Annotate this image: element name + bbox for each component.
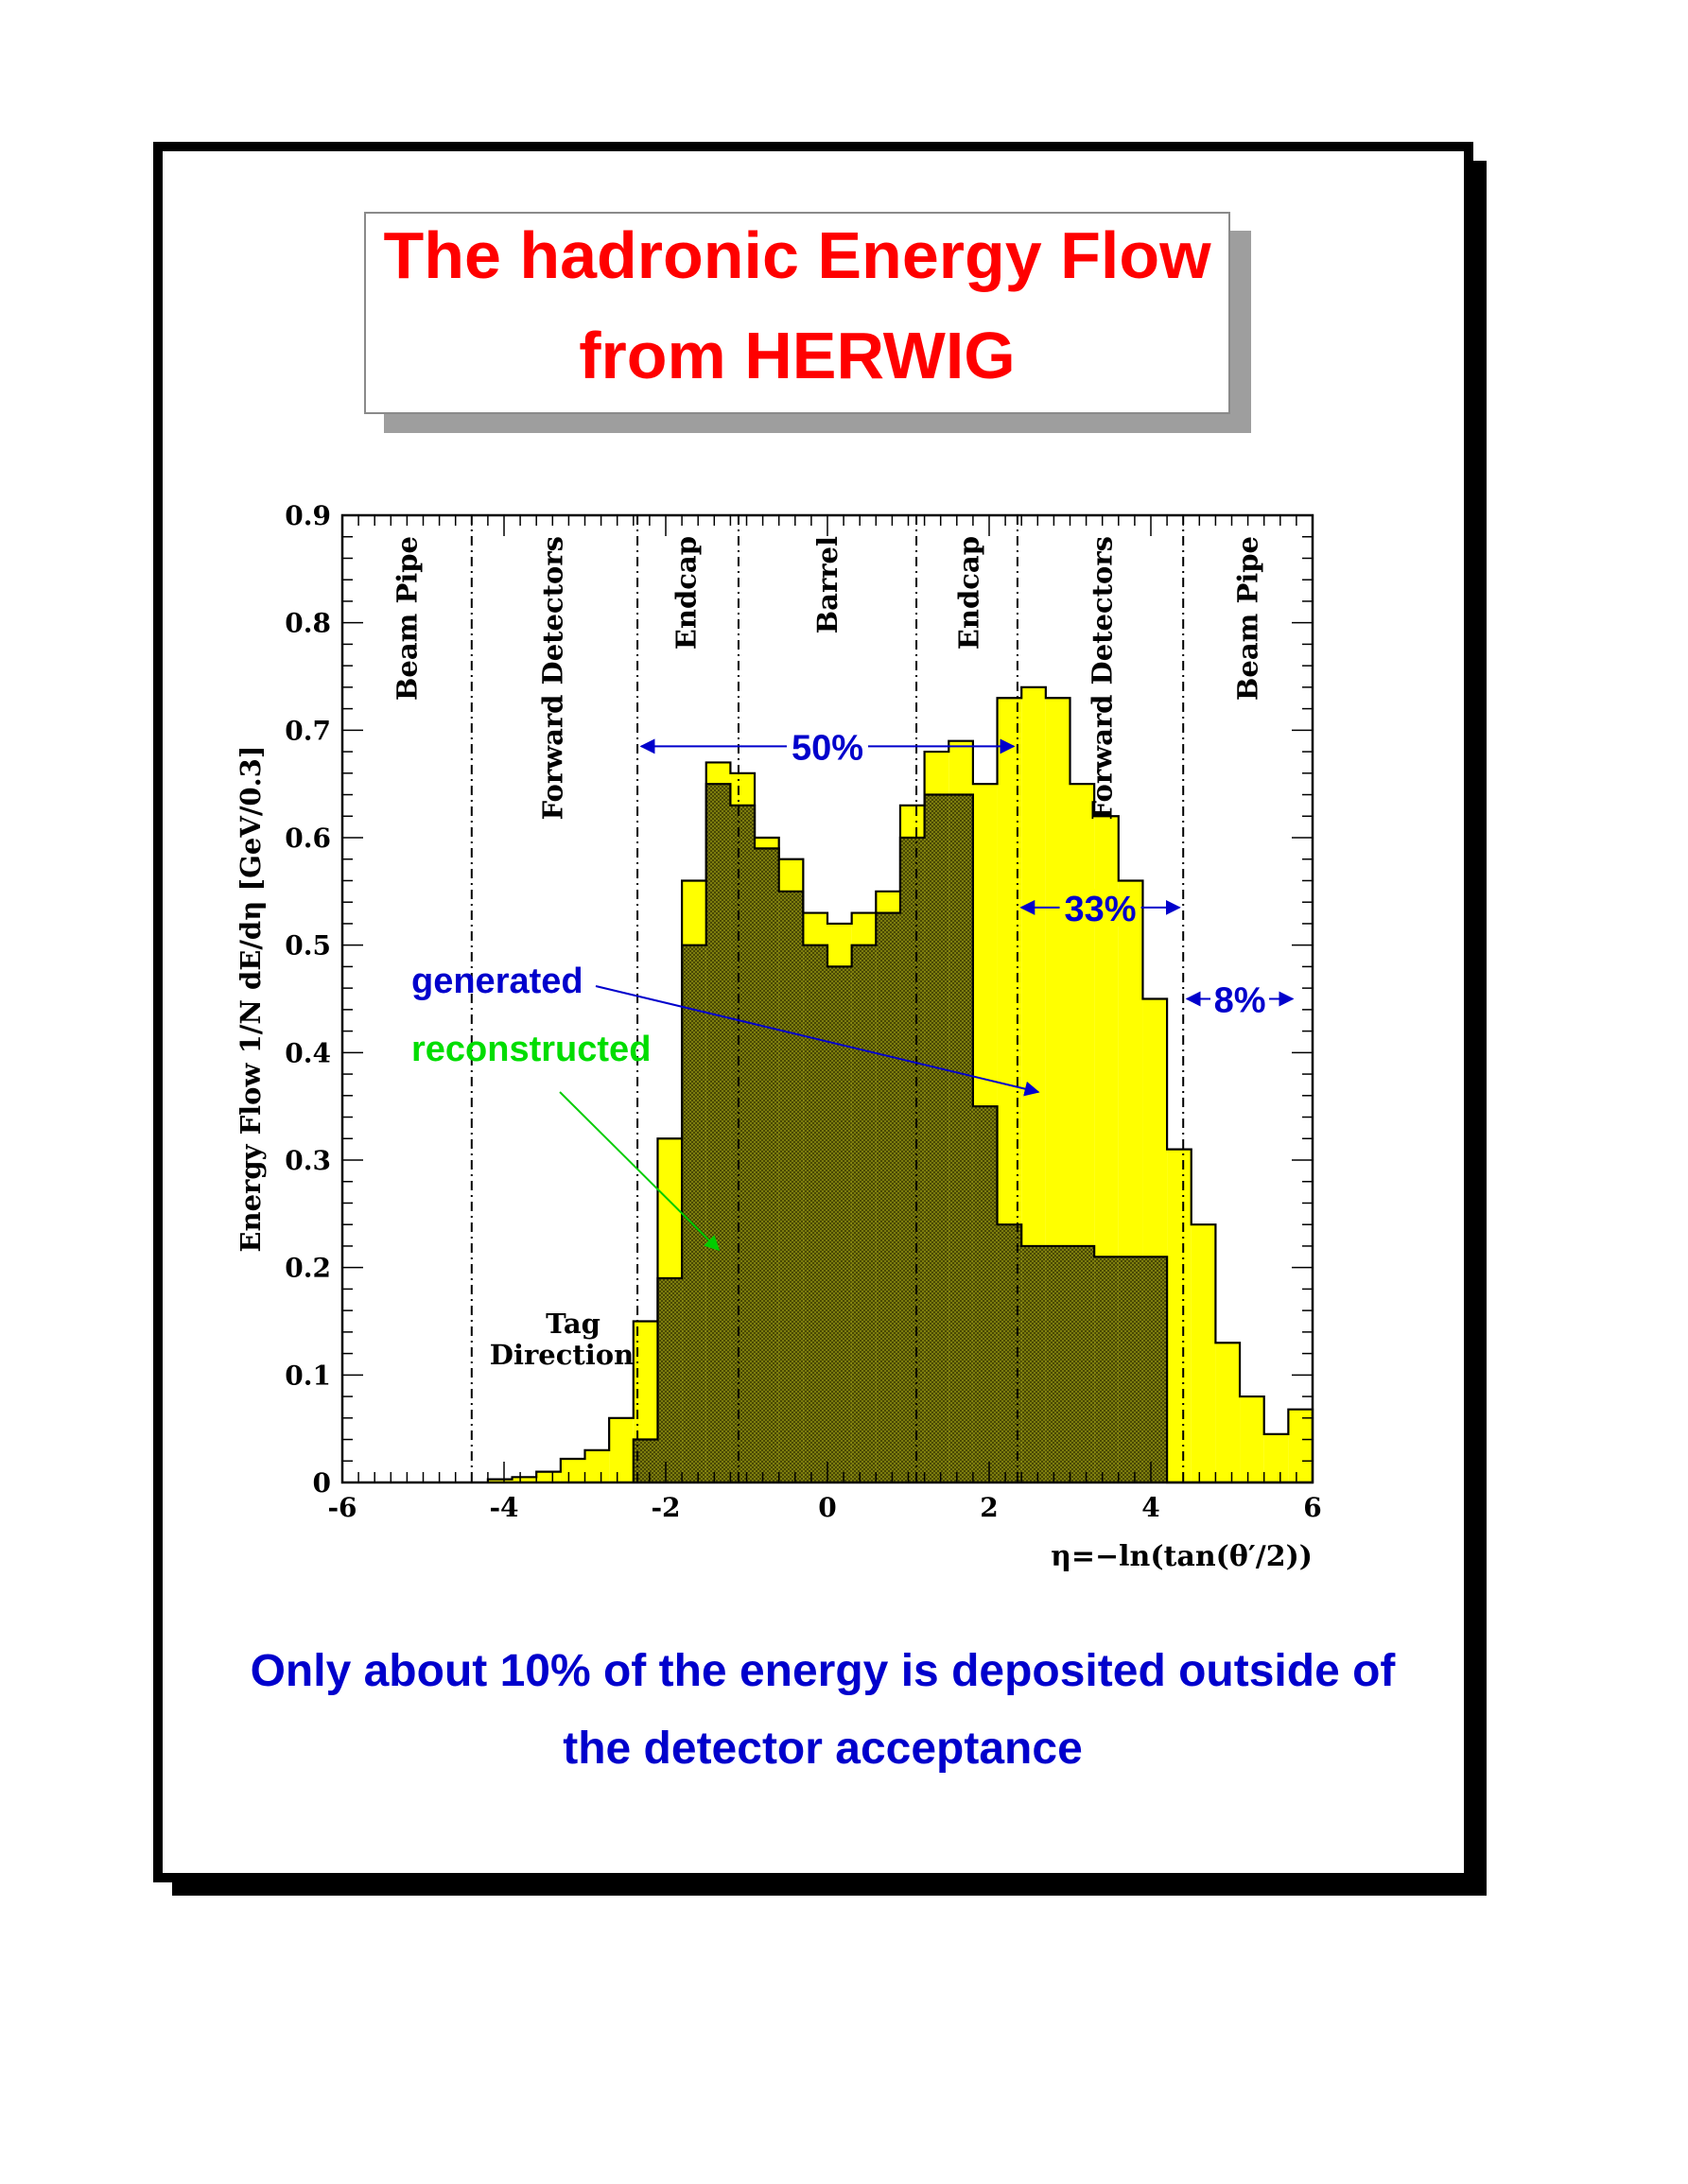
reconstructed-bar <box>1118 1257 1143 1482</box>
y-tick-label: 0.2 <box>285 1253 331 1284</box>
y-tick-label: 0 <box>313 1467 331 1499</box>
reconstructed-bar <box>899 838 925 1482</box>
reconstructed-bar <box>948 794 973 1482</box>
generated-bar <box>536 1471 561 1482</box>
reconstructed-bar <box>1070 1245 1095 1482</box>
y-tick-label: 0.5 <box>285 930 331 962</box>
generated-label: generated <box>411 962 583 1001</box>
reconstructed-bar <box>1045 1245 1070 1482</box>
reconstructed-bar <box>876 912 900 1482</box>
reconstructed-bar <box>682 945 706 1482</box>
x-tick-label: 2 <box>980 1492 998 1523</box>
region-label: Forward Detectors <box>1087 536 1119 820</box>
reconstructed-bar <box>1094 1257 1119 1482</box>
generated-bar <box>1240 1396 1264 1482</box>
fraction-label: 33% <box>1065 890 1137 929</box>
reconstructed-bar <box>705 784 731 1482</box>
title-line-2: from HERWIG <box>579 319 1016 392</box>
region-label: Forward Detectors <box>536 536 568 820</box>
reconstructed-bar <box>730 805 756 1482</box>
generated-arrow <box>595 985 1040 1097</box>
y-axis-label: Energy Flow 1/N dE/dη [GeV/0.3] <box>235 745 267 1252</box>
region-label: Endcap <box>670 536 702 650</box>
fraction-label-bg <box>1210 979 1270 1018</box>
fraction-label-bg <box>787 727 868 766</box>
fraction-label: 50% <box>792 728 863 768</box>
y-tick-label: 0.6 <box>285 823 331 854</box>
y-tick-label: 0.8 <box>285 608 331 639</box>
fraction-label: 8% <box>1214 981 1266 1021</box>
tag-direction-line-1: Tag <box>546 1308 600 1340</box>
y-tick-label: 0.1 <box>285 1360 331 1391</box>
reconstructed-bar <box>1021 1245 1046 1482</box>
x-tick-label: 6 <box>1303 1492 1321 1523</box>
tag-direction-line-2: Direction <box>490 1339 634 1371</box>
footer-line-2: the detector acceptance <box>563 1724 1083 1774</box>
generated-bar <box>512 1477 537 1482</box>
generated-bar <box>584 1449 610 1482</box>
region-label: Barrel <box>811 536 844 633</box>
reconstructed-bar <box>755 848 779 1482</box>
reconstructed-bar <box>972 1106 998 1482</box>
generated-bar <box>1191 1224 1216 1482</box>
generated-bar <box>1263 1433 1289 1482</box>
fraction-label-bg <box>1059 888 1141 927</box>
y-tick-label: 0.4 <box>285 1037 331 1068</box>
reconstructed-label: reconstructed <box>411 1030 651 1069</box>
region-label: Beam Pipe <box>1232 536 1264 701</box>
x-tick-label: -4 <box>489 1492 518 1523</box>
generated-bar <box>487 1479 513 1482</box>
energy-flow-chart: -6 -4 -2 0 2 4 6 0 0.1 0.2 0.3 0.4 0.5 0.6 0.7 0.8 0.9 η=… <box>235 500 1322 1573</box>
generated-bar <box>1167 1149 1192 1482</box>
footer-line-1: Only about 10% of the energy is deposite… <box>250 1646 1396 1696</box>
y-tick-label: 0.7 <box>285 715 331 746</box>
generated-bar <box>1288 1409 1313 1482</box>
x-tick-label: 0 <box>818 1492 836 1523</box>
x-tick-label: 4 <box>1141 1492 1159 1523</box>
y-tick-label: 0.3 <box>285 1145 331 1176</box>
generated-bar <box>609 1417 634 1482</box>
x-tick-label: -6 <box>327 1492 357 1523</box>
reconstructed-bar <box>657 1278 683 1482</box>
generated-bar <box>560 1458 585 1482</box>
x-axis-label: η=−ln(tan(θ′/2)) <box>1051 1540 1313 1573</box>
reconstructed-outline <box>632 783 1313 1484</box>
reconstructed-bar <box>1142 1257 1168 1482</box>
region-label: Beam Pipe <box>391 536 423 701</box>
y-tick-label: 0.9 <box>285 500 331 531</box>
reconstructed-arrow <box>559 1091 721 1252</box>
title-line-1: The hadronic Energy Flow <box>383 218 1211 292</box>
reconstructed-bar <box>778 891 804 1482</box>
x-tick-label: -2 <box>651 1492 680 1523</box>
title-box: The hadronic Energy Flow from HERWIG <box>364 212 1230 414</box>
reconstructed-bar <box>827 966 852 1482</box>
reconstructed-bar <box>803 945 827 1482</box>
region-label: Endcap <box>953 536 985 650</box>
reconstructed-bar <box>924 794 949 1482</box>
reconstructed-bar <box>851 945 877 1482</box>
generated-bar <box>1215 1343 1241 1482</box>
